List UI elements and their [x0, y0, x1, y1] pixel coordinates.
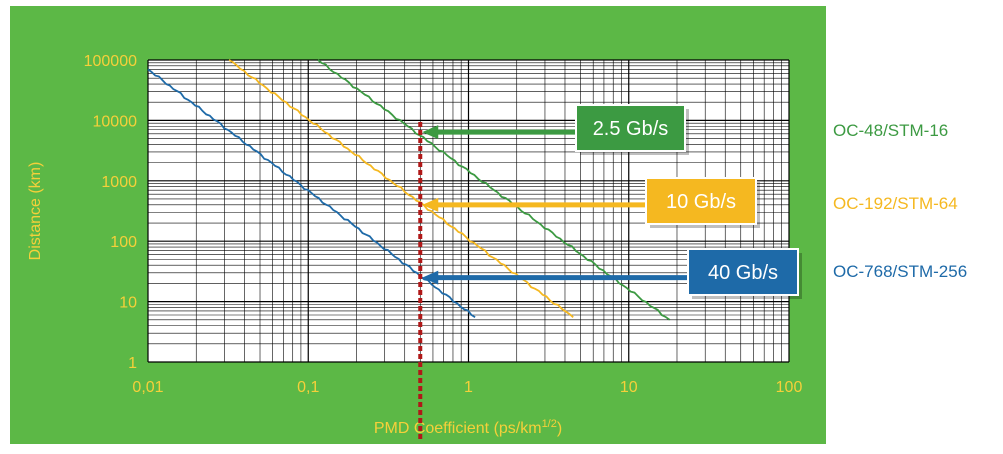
y-tick-label: 1000	[101, 174, 137, 191]
y-tick-label: 10000	[93, 113, 138, 130]
series-label-box-3	[687, 248, 799, 296]
series-callouts: 2.5 Gb/s OC-48/STM-16 10 Gb/s OC-192/STM-64…	[422, 104, 967, 299]
y-tick-label: 100000	[84, 53, 137, 70]
series-label-box-1	[575, 104, 686, 152]
callout-arrow-head-3	[422, 270, 439, 285]
series-label-1: 2.5 Gb/s	[593, 118, 669, 140]
series-label-2: 10 Gb/s	[666, 191, 736, 213]
series-label-box-2	[645, 177, 757, 225]
y-tick-label: 1	[128, 355, 137, 372]
y-axis-label: Distance (km)	[27, 162, 44, 261]
series-standard-label-1: OC-48/STM-16	[833, 121, 948, 140]
x-tick-label: 10	[620, 379, 638, 396]
callout-arrow-head-2	[422, 197, 439, 212]
y-tick-label: 100	[110, 234, 137, 251]
series-standard-label-3: OC-768/STM-256	[833, 262, 967, 281]
x-tick-label: 0,1	[297, 379, 319, 396]
x-tick-label: 0,01	[132, 379, 163, 396]
x-axis-label: PMD Coefficient (ps/km1/2)	[374, 418, 562, 437]
axis-tick-labels: 0,01 0,1 1 10 100 1 10 100 1000 10000 100000	[84, 53, 803, 396]
y-tick-label: 10	[119, 295, 137, 312]
series-line-2	[228, 59, 574, 318]
series-label-3: 40 Gb/s	[708, 262, 778, 284]
series-standard-label-2: OC-192/STM-64	[833, 194, 958, 213]
grid-lines	[147, 59, 790, 363]
x-tick-label: 100	[776, 379, 803, 396]
callout-arrow-head-1	[422, 125, 439, 140]
x-tick-label: 1	[464, 379, 473, 396]
